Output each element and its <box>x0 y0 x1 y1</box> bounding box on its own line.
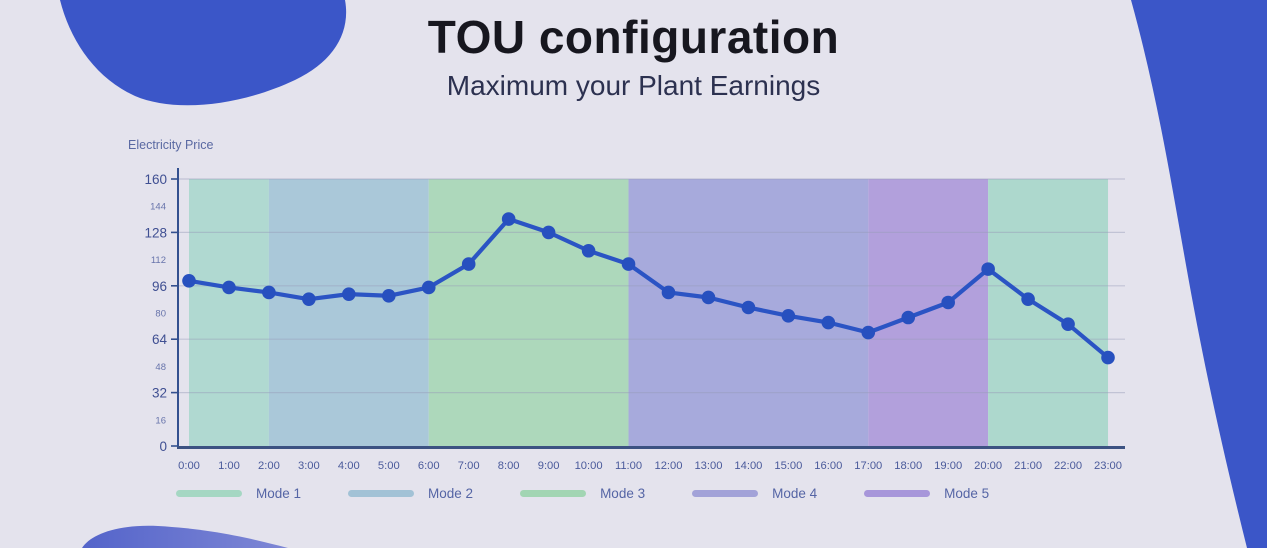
legend-label-mode-4: Mode 4 <box>772 486 818 501</box>
data-point-17:00 <box>861 325 876 340</box>
x-label-11:00: 11:00 <box>615 460 642 472</box>
data-point-3:00 <box>302 292 316 306</box>
data-point-7:00 <box>461 257 476 271</box>
legend-item-mode-3: Mode 3 <box>520 486 645 501</box>
y-minor-label-16: 16 <box>155 415 166 426</box>
chart-legend: Mode 1 Mode 2 Mode 3 Mode 4 Mode 5 <box>176 486 989 501</box>
y-major-label-96: 96 <box>152 279 167 294</box>
page-title: TOU configuration <box>427 11 840 63</box>
x-label-17:00: 17:00 <box>854 460 882 472</box>
data-point-18:00 <box>901 310 916 325</box>
data-point-1:00 <box>222 280 236 295</box>
x-label-8:00: 8:00 <box>498 460 520 472</box>
y-major-label-0: 0 <box>159 439 167 454</box>
y-major-label-128: 128 <box>144 225 167 240</box>
data-point-21:00 <box>1021 292 1035 306</box>
x-label-18:00: 18:00 <box>894 460 922 472</box>
data-point-11:00 <box>621 257 636 271</box>
data-point-5:00 <box>381 289 396 303</box>
x-label-10:00: 10:00 <box>575 460 603 472</box>
y-minor-label-80: 80 <box>155 309 166 320</box>
x-label-6:00: 6:00 <box>418 460 440 472</box>
x-label-20:00: 20:00 <box>974 460 1002 472</box>
x-label-14:00: 14:00 <box>734 460 762 472</box>
data-point-14:00 <box>741 300 756 315</box>
data-point-16:00 <box>821 315 836 330</box>
x-label-4:00: 4:00 <box>338 460 360 472</box>
data-point-13:00 <box>701 290 716 305</box>
legend-swatch-mode-1 <box>176 490 242 497</box>
legend-swatch-mode-4 <box>692 490 759 497</box>
band-mode-5-4 <box>868 179 989 446</box>
header: TOU configuration Maximum your Plant Ear… <box>0 0 1267 102</box>
data-point-22:00 <box>1061 317 1075 331</box>
y-major-label-64: 64 <box>152 332 168 347</box>
legend-item-mode-5: Mode 5 <box>864 486 989 501</box>
band-mode-1-0 <box>189 179 269 446</box>
data-point-2:00 <box>262 285 276 300</box>
data-point-20:00 <box>981 262 995 276</box>
x-label-12:00: 12:00 <box>654 460 682 472</box>
legend-label-mode-2: Mode 2 <box>428 486 474 501</box>
legend-item-mode-4: Mode 4 <box>692 486 817 501</box>
page-subtitle: Maximum your Plant Earnings <box>446 70 821 101</box>
band-mode-3-2 <box>428 179 629 446</box>
legend-item-mode-2: Mode 2 <box>348 486 473 501</box>
x-label-2:00: 2:00 <box>258 460 280 472</box>
x-label-16:00: 16:00 <box>814 460 842 472</box>
legend-item-mode-1: Mode 1 <box>176 486 301 501</box>
data-point-19:00 <box>941 295 955 310</box>
legend-swatch-mode-5 <box>864 490 931 497</box>
data-point-0:00 <box>182 273 196 288</box>
data-point-10:00 <box>581 243 596 258</box>
data-point-4:00 <box>342 287 356 301</box>
y-major-label-160: 160 <box>144 172 167 187</box>
tou-line-chart: 0 32 64 96 128 160 16 48 80 112 144 0:00 1:00 2:00 3:0… <box>144 168 1125 472</box>
y-axis-title: Electricity Price <box>128 138 214 152</box>
x-label-21:00: 21:00 <box>1014 460 1042 472</box>
x-label-22:00: 22:00 <box>1054 460 1082 472</box>
data-point-15:00 <box>781 309 796 323</box>
y-minor-label-144: 144 <box>150 202 166 213</box>
x-label-7:00: 7:00 <box>458 460 480 472</box>
x-label-15:00: 15:00 <box>774 460 802 472</box>
band-mode-2-1 <box>268 179 429 446</box>
x-label-13:00: 13:00 <box>694 460 722 472</box>
x-label-3:00: 3:00 <box>298 460 320 472</box>
x-label-23:00: 23:00 <box>1094 460 1122 472</box>
x-label-5:00: 5:00 <box>378 460 400 472</box>
legend-swatch-mode-2 <box>348 490 415 497</box>
y-minor-label-112: 112 <box>151 255 166 266</box>
y-major-label-32: 32 <box>152 386 167 401</box>
data-point-8:00 <box>501 212 516 226</box>
legend-label-mode-1: Mode 1 <box>256 486 302 501</box>
blob-bottom-left-icon <box>82 525 288 548</box>
data-point-12:00 <box>661 285 676 300</box>
x-label-0:00: 0:00 <box>178 460 200 472</box>
legend-label-mode-5: Mode 5 <box>944 486 990 501</box>
data-point-23:00 <box>1101 350 1115 365</box>
x-label-19:00: 19:00 <box>934 460 962 472</box>
data-point-9:00 <box>541 225 556 240</box>
y-minor-label-48: 48 <box>155 362 166 373</box>
data-point-6:00 <box>421 280 436 295</box>
x-label-9:00: 9:00 <box>538 460 560 472</box>
legend-label-mode-3: Mode 3 <box>600 486 646 501</box>
legend-swatch-mode-3 <box>520 490 587 497</box>
x-label-1:00: 1:00 <box>218 460 240 472</box>
